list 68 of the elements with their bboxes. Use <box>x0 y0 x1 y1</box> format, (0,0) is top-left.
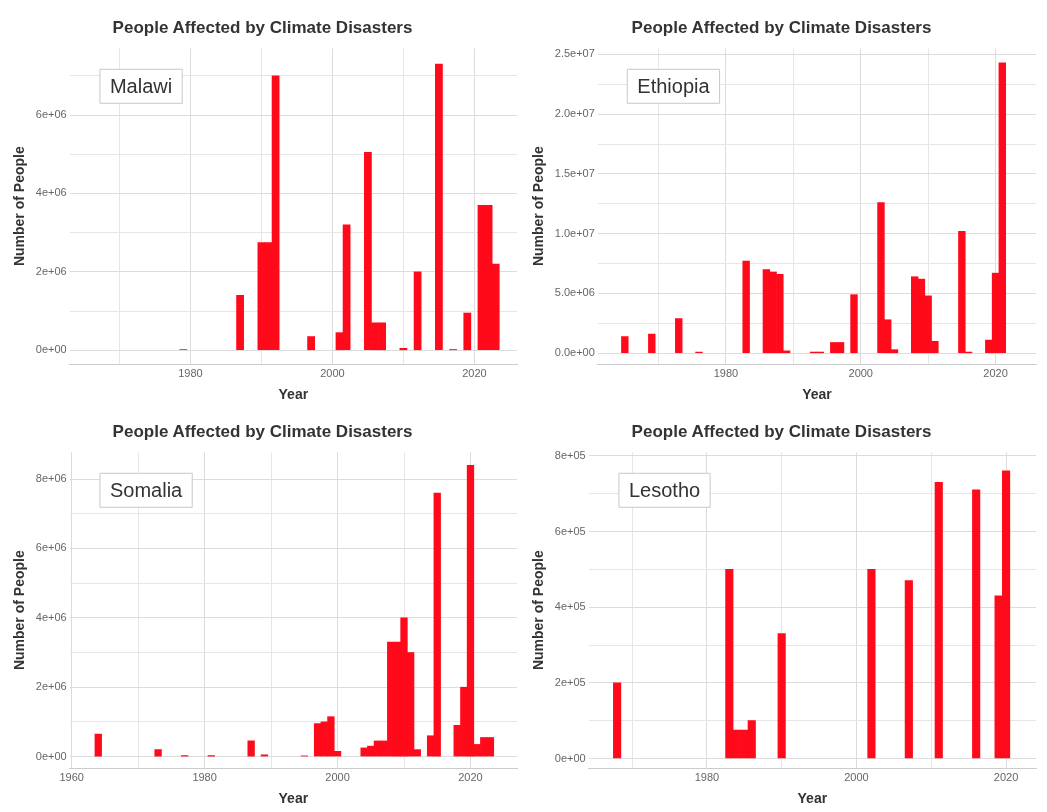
chart-title: People Affected by Climate Disasters <box>112 17 413 37</box>
bar <box>777 633 786 759</box>
x-tick-label: 1980 <box>713 366 739 379</box>
x-tick-label: 2000 <box>325 770 350 783</box>
chart-title: People Affected by Climate Disasters <box>631 17 932 37</box>
x-axis-title: Year <box>802 386 833 403</box>
bar <box>675 318 683 354</box>
annotation: Ethiopia <box>637 74 711 97</box>
y-tick-label: 1.0e+07 <box>554 226 595 239</box>
y-axis-title: Number of People <box>11 146 28 267</box>
y-tick-label: 5.0e+06 <box>554 286 595 299</box>
bar <box>236 295 244 351</box>
bar <box>613 682 622 759</box>
annotation: Lesotho <box>628 478 701 501</box>
bar <box>94 733 102 757</box>
bar <box>742 260 750 354</box>
y-tick-label: 4e+06 <box>35 610 67 623</box>
bar <box>850 294 858 354</box>
x-tick-label: 1980 <box>178 366 203 379</box>
x-tick-label: 2020 <box>462 366 487 379</box>
y-tick-label: 4e+06 <box>35 186 67 199</box>
x-tick-label: 1980 <box>694 770 720 783</box>
y-axis-title: Number of People <box>530 550 547 671</box>
y-tick-label: 2e+05 <box>554 675 586 688</box>
bar <box>154 749 162 757</box>
x-tick-label: 2020 <box>983 366 1008 379</box>
bar <box>904 580 913 759</box>
y-axis-title: Number of People <box>11 550 28 671</box>
y-tick-label: 2.5e+07 <box>554 47 595 60</box>
bar <box>247 740 255 757</box>
bar <box>867 569 876 759</box>
annotation: Malawi <box>109 74 173 97</box>
bar <box>972 489 981 759</box>
y-tick-label: 6e+06 <box>35 108 67 121</box>
x-tick-label: 2020 <box>993 770 1019 783</box>
annotation: Somalia <box>109 478 184 501</box>
y-tick-label: 2e+06 <box>35 264 67 277</box>
x-tick-label: 2000 <box>848 366 873 379</box>
y-tick-label: 2e+06 <box>35 680 67 693</box>
bar <box>621 336 629 354</box>
y-tick-label: 0.0e+00 <box>554 346 595 359</box>
y-tick-label: 0e+00 <box>35 749 67 762</box>
y-tick-label: 6e+06 <box>35 541 67 554</box>
y-tick-label: 0e+00 <box>35 343 67 356</box>
x-axis-title: Year <box>278 386 309 403</box>
x-tick-label: 1980 <box>192 770 217 783</box>
y-tick-label: 2.0e+07 <box>554 107 595 120</box>
x-axis-title: Year <box>797 790 828 807</box>
chart-title: People Affected by Climate Disasters <box>631 421 932 441</box>
y-tick-label: 6e+05 <box>554 524 586 537</box>
y-axis-title: Number of People <box>530 146 547 267</box>
bar <box>435 63 443 351</box>
y-tick-label: 0e+00 <box>554 751 586 764</box>
x-tick-label: 1960 <box>59 770 84 783</box>
y-tick-label: 8e+05 <box>554 448 586 461</box>
bar <box>463 312 472 351</box>
y-tick-label: 8e+06 <box>35 472 67 485</box>
x-tick-label: 2020 <box>458 770 483 783</box>
x-tick-label: 2000 <box>320 366 345 379</box>
y-tick-label: 4e+05 <box>554 600 586 613</box>
y-tick-label: 1.5e+07 <box>554 166 595 179</box>
bar <box>413 271 422 351</box>
chart-title: People Affected by Climate Disasters <box>112 421 413 441</box>
bar <box>648 333 656 354</box>
x-tick-label: 2000 <box>844 770 869 783</box>
bar <box>307 336 315 351</box>
bar <box>934 481 943 759</box>
x-axis-title: Year <box>278 790 309 807</box>
